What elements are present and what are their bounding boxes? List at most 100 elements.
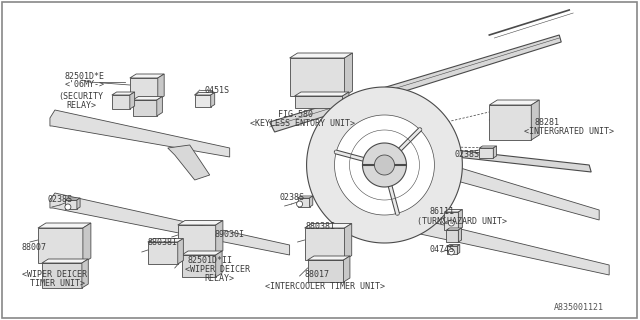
Polygon shape	[130, 92, 134, 109]
Polygon shape	[178, 238, 183, 264]
Polygon shape	[83, 223, 91, 263]
Polygon shape	[42, 259, 88, 263]
Polygon shape	[479, 148, 493, 158]
Circle shape	[449, 249, 454, 255]
Text: 0238S: 0238S	[454, 150, 479, 159]
Text: 88007: 88007	[22, 243, 47, 252]
Polygon shape	[133, 100, 157, 116]
Polygon shape	[216, 251, 222, 277]
Polygon shape	[178, 220, 223, 225]
Text: TIMER UNIT>: TIMER UNIT>	[30, 279, 85, 288]
Polygon shape	[444, 210, 462, 212]
Text: RELAY>: RELAY>	[66, 101, 96, 110]
Polygon shape	[362, 143, 406, 187]
Polygon shape	[178, 225, 216, 255]
Polygon shape	[305, 228, 344, 260]
Polygon shape	[182, 255, 216, 277]
Polygon shape	[444, 212, 458, 230]
Polygon shape	[458, 244, 460, 254]
Polygon shape	[38, 228, 83, 263]
Polygon shape	[390, 213, 609, 275]
Text: 82501D*II: 82501D*II	[188, 256, 233, 265]
Polygon shape	[305, 223, 352, 228]
Text: 88017: 88017	[305, 270, 330, 279]
Polygon shape	[307, 87, 462, 243]
Polygon shape	[458, 210, 462, 230]
Text: 0474S: 0474S	[429, 245, 454, 254]
Text: (SECURITY: (SECURITY	[58, 92, 103, 101]
Polygon shape	[148, 238, 183, 242]
Polygon shape	[290, 58, 344, 96]
Polygon shape	[50, 110, 230, 157]
Polygon shape	[65, 198, 80, 200]
Polygon shape	[42, 263, 82, 288]
Polygon shape	[157, 97, 163, 116]
Circle shape	[449, 220, 454, 226]
Polygon shape	[82, 259, 88, 288]
Polygon shape	[447, 244, 460, 246]
Polygon shape	[531, 100, 540, 140]
Text: 86111: 86111	[429, 207, 454, 216]
Text: 88038I: 88038I	[148, 238, 178, 247]
Text: 0238S: 0238S	[48, 195, 73, 204]
Polygon shape	[216, 220, 223, 255]
Text: <INTERCOOLER TIMER UNIT>: <INTERCOOLER TIMER UNIT>	[264, 282, 385, 291]
Polygon shape	[446, 228, 461, 230]
Text: (TURN&HAZARD UNIT>: (TURN&HAZARD UNIT>	[417, 217, 508, 226]
Polygon shape	[335, 115, 435, 215]
Text: 88038I: 88038I	[305, 222, 335, 231]
Polygon shape	[447, 246, 458, 254]
Polygon shape	[374, 155, 394, 175]
Polygon shape	[211, 92, 214, 107]
Polygon shape	[458, 228, 461, 242]
Polygon shape	[490, 105, 531, 140]
Polygon shape	[148, 242, 178, 264]
Polygon shape	[65, 200, 77, 209]
Polygon shape	[112, 92, 134, 95]
Text: RELAY>: RELAY>	[205, 274, 235, 283]
Polygon shape	[77, 198, 80, 209]
Text: <INTERGRATED UNIT>: <INTERGRATED UNIT>	[524, 127, 614, 136]
Polygon shape	[298, 198, 310, 207]
Text: <KEYLESS ENTORY UNIT>: <KEYLESS ENTORY UNIT>	[250, 119, 355, 128]
Polygon shape	[493, 146, 497, 158]
Text: <WIPER DEICER: <WIPER DEICER	[185, 265, 250, 274]
Text: 89030I: 89030I	[214, 230, 244, 239]
Text: 82501D*E: 82501D*E	[65, 72, 105, 81]
Polygon shape	[195, 95, 211, 107]
Polygon shape	[182, 251, 222, 255]
Polygon shape	[344, 53, 353, 96]
Polygon shape	[290, 53, 353, 58]
Polygon shape	[344, 256, 350, 282]
Polygon shape	[130, 74, 164, 78]
Polygon shape	[308, 260, 344, 282]
Polygon shape	[390, 148, 599, 220]
Polygon shape	[479, 146, 497, 148]
Circle shape	[296, 201, 303, 207]
Polygon shape	[112, 95, 130, 109]
Polygon shape	[446, 230, 458, 242]
Polygon shape	[319, 135, 591, 172]
Polygon shape	[308, 256, 350, 260]
Polygon shape	[269, 35, 561, 132]
Text: A835001121: A835001121	[554, 303, 604, 312]
Polygon shape	[158, 74, 164, 100]
Circle shape	[65, 204, 71, 210]
Polygon shape	[294, 96, 342, 108]
Polygon shape	[342, 92, 349, 108]
Polygon shape	[133, 97, 163, 100]
Text: 0451S: 0451S	[205, 86, 230, 95]
Polygon shape	[195, 92, 214, 95]
Polygon shape	[344, 223, 352, 260]
Polygon shape	[298, 196, 313, 198]
Text: 0238S: 0238S	[280, 193, 305, 202]
Polygon shape	[38, 223, 91, 228]
Polygon shape	[168, 145, 210, 180]
Polygon shape	[130, 78, 158, 100]
Text: <WIPER DEICER: <WIPER DEICER	[22, 270, 87, 279]
Polygon shape	[294, 92, 349, 96]
Text: 88281: 88281	[534, 118, 559, 127]
Text: FIG.580: FIG.580	[278, 110, 312, 119]
Polygon shape	[50, 193, 290, 255]
Polygon shape	[310, 196, 313, 207]
